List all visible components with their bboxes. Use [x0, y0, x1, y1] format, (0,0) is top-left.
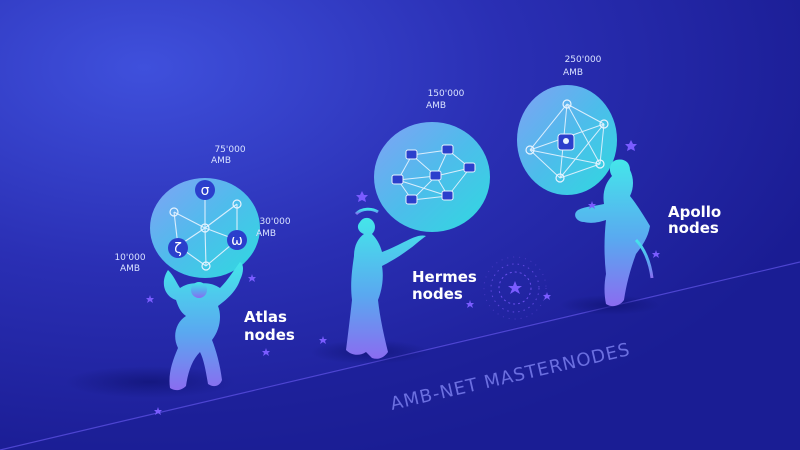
star-icon	[319, 336, 327, 344]
star-icon	[543, 292, 551, 300]
star-icon	[154, 407, 162, 415]
apollo-stake-unit: AMB	[563, 68, 583, 78]
atlas-stake-left-amount: 10'000	[114, 253, 145, 263]
hermes-label-name: Hermes	[412, 268, 477, 286]
hermes-figure	[346, 217, 426, 359]
atlas-zeta-symbol: ζ	[174, 241, 182, 257]
star-icon	[262, 348, 270, 356]
apollo-label-suffix: nodes	[668, 219, 719, 237]
apollo-figure	[575, 159, 650, 307]
atlas-figure	[163, 262, 243, 391]
atlas-sigma-symbol: σ	[201, 183, 210, 199]
star-icon	[588, 201, 596, 209]
atlas-stake-top-unit: AMB	[211, 156, 231, 166]
star-ring-emblem	[483, 256, 547, 320]
atlas-stake-left-unit: AMB	[120, 264, 140, 274]
atlas-head	[191, 282, 207, 298]
atlas-sigma-node	[195, 180, 215, 200]
star-icon	[146, 295, 154, 303]
hermes-stake-unit: AMB	[426, 101, 446, 111]
apollo-drape	[634, 238, 654, 279]
atlas-shadow	[65, 366, 235, 398]
atlas-stake-right-unit: AMB	[256, 229, 276, 239]
atlas-label-name: Atlas	[244, 308, 287, 326]
star-icon	[652, 250, 660, 258]
star-icon	[625, 140, 637, 151]
hermes-group: 150'000 AMB Hermes nodes	[346, 89, 490, 359]
atlas-label-suffix: nodes	[244, 326, 295, 344]
hermes-label-suffix: nodes	[412, 285, 463, 303]
apollo-label-name: Apollo	[668, 203, 721, 221]
star-icon	[466, 300, 474, 308]
decorative-stars	[146, 140, 660, 415]
hermes-network-nodes	[391, 144, 476, 205]
atlas-omega-node	[227, 230, 247, 250]
atlas-group: σ ω ζ 75'000 AMB 30'000 AMB 10'000 AMB A…	[114, 145, 295, 391]
atlas-network-nodes	[169, 199, 242, 271]
atlas-omega-symbol: ω	[231, 233, 243, 249]
apollo-stake-amount: 250'000	[565, 55, 602, 65]
apollo-network-edges	[529, 103, 605, 179]
star-icon	[248, 274, 256, 282]
star-icon	[356, 191, 368, 202]
apollo-group: 250'000 AMB Apollo nodes	[517, 55, 721, 307]
atlas-zeta-node	[168, 238, 188, 258]
apollo-network-nodes	[525, 99, 609, 183]
atlas-stake-top-amount: 75'000	[214, 145, 245, 155]
atlas-stake-right-amount: 30'000	[259, 217, 290, 227]
apollo-core-icon	[563, 138, 569, 144]
hermes-stake-amount: 150'000	[428, 89, 465, 99]
hermes-winged-cap	[354, 207, 379, 216]
